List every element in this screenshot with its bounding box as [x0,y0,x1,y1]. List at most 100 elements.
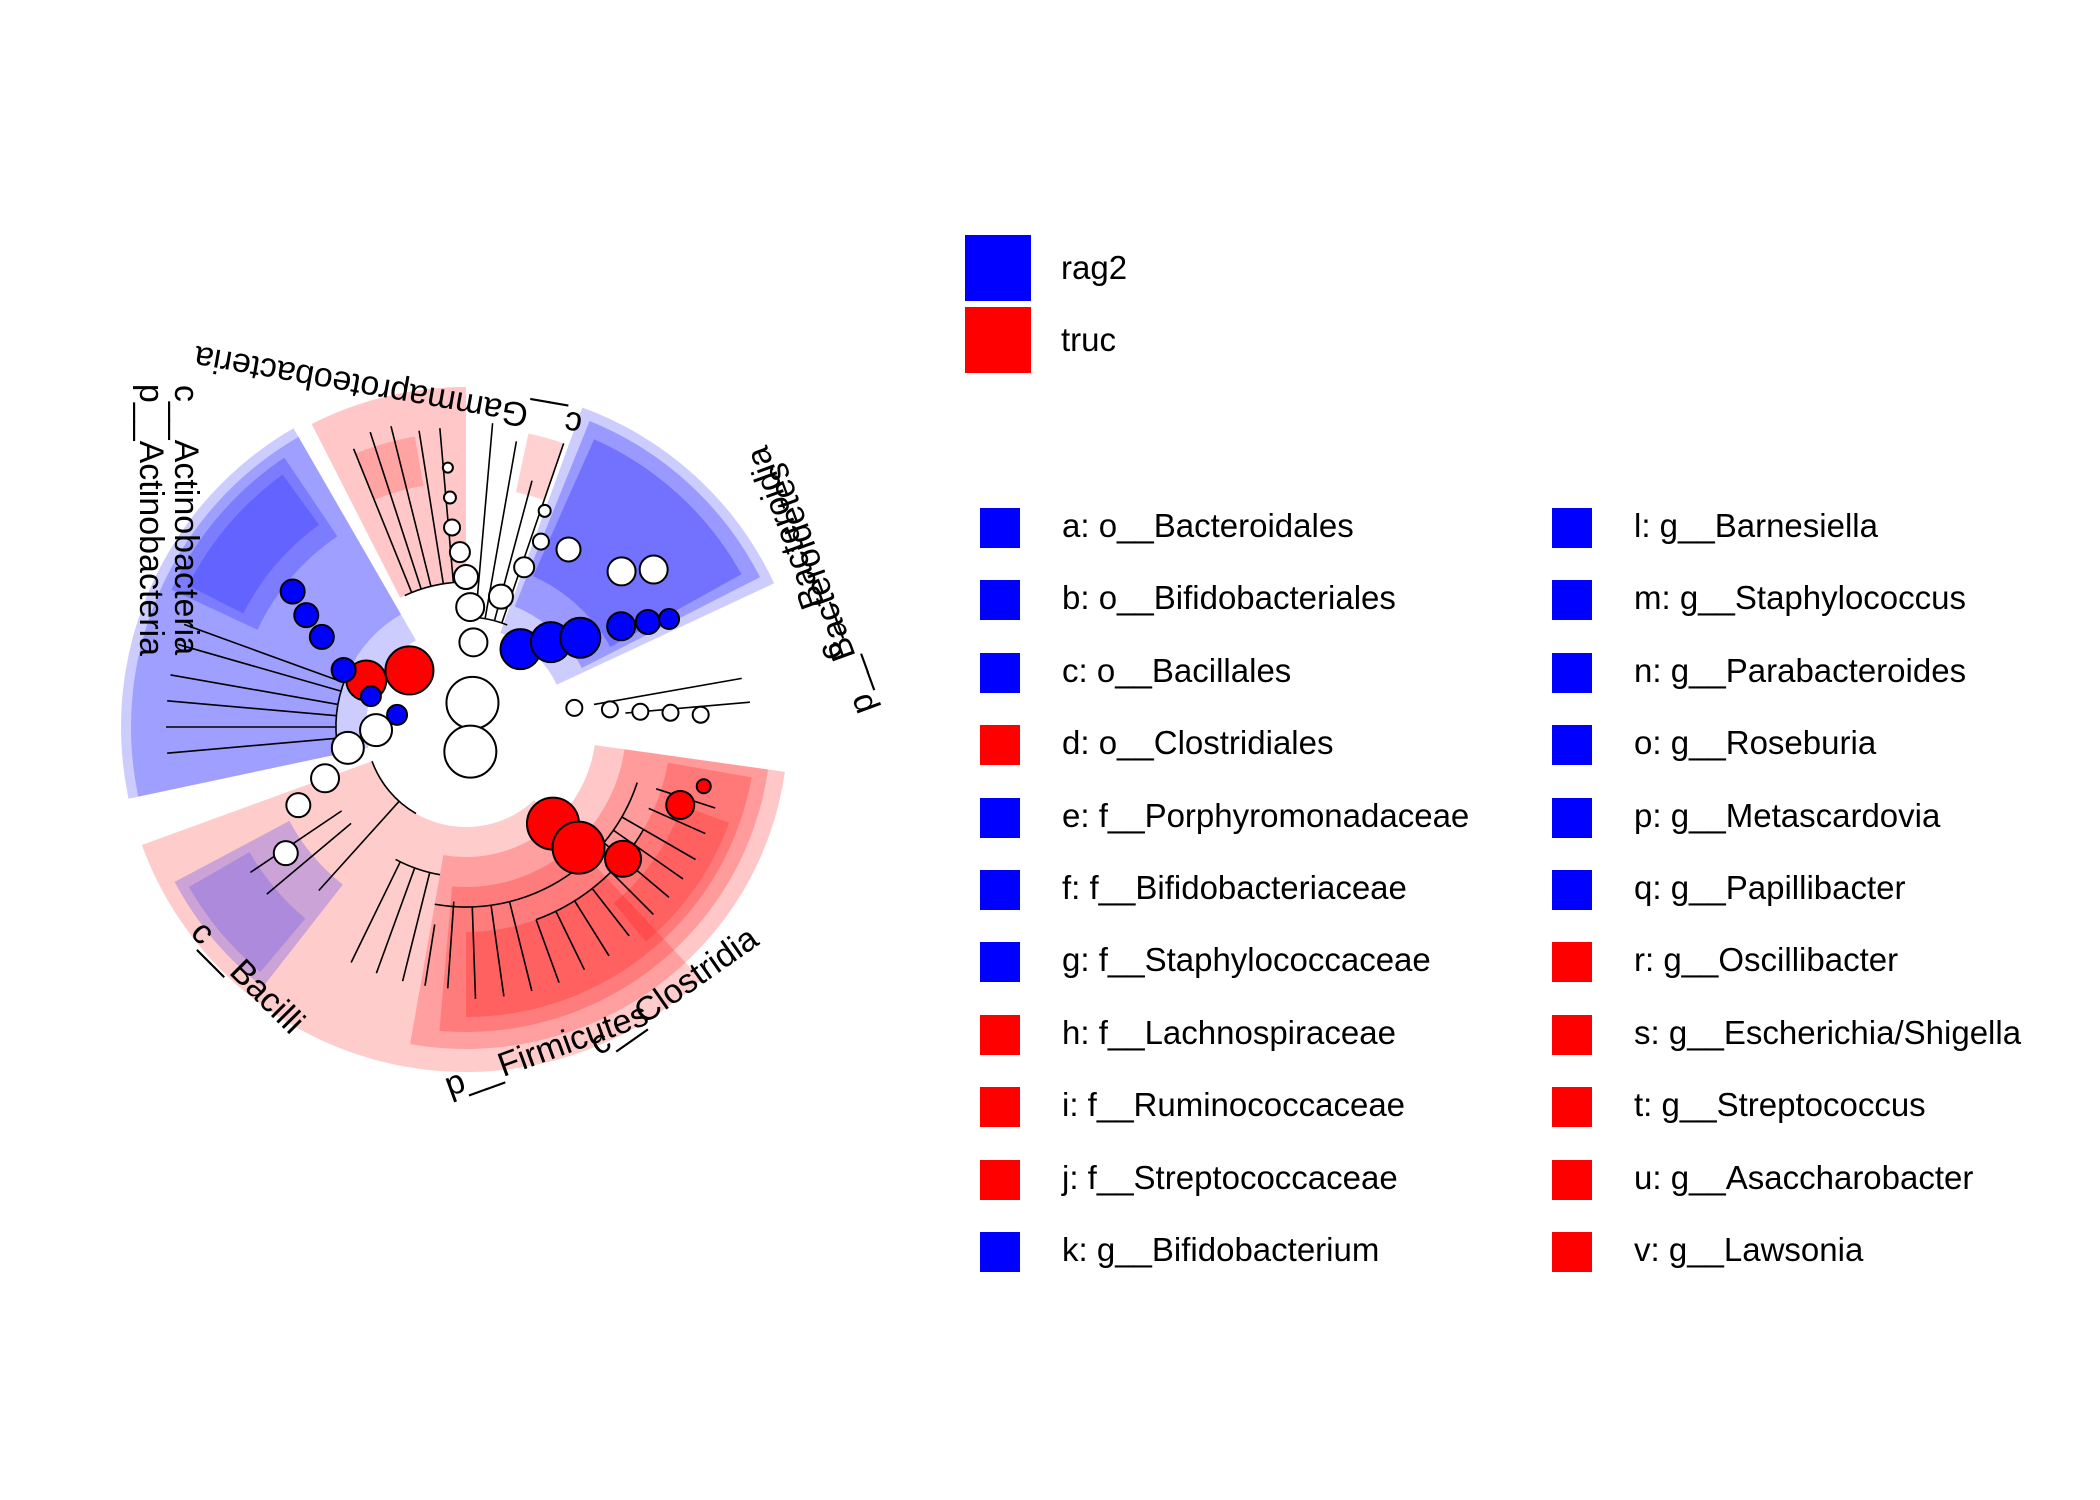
cladogram: c__Gammaproteobacteriap__Actinobacteriac… [121,338,883,1104]
clade-wedge [515,433,564,501]
key-swatch [980,797,1020,838]
key-swatch [980,652,1020,693]
key-swatch [980,1014,1020,1055]
branch [401,872,431,982]
branch [508,901,533,992]
key-label: r: g__Oscillibacter [1634,941,1899,979]
key-item-i: i: f__Ruminococcaceae [980,1084,1580,1128]
key-label: f: f__Bifidobacteriaceae [1062,869,1407,906]
key-label: g: f__Staphylococcaceae [1062,941,1431,979]
tree-node [448,541,471,564]
tree-node [665,789,696,820]
key-item-p: p: g__Metascardovia [1552,795,2100,839]
key-label: e: f__Porphyromonadaceae [1062,796,1470,834]
branch [352,448,413,593]
tree-node [634,609,661,635]
tree-node [600,700,619,719]
clade-highlight-wedges [121,387,785,1072]
tree-node [279,578,306,605]
tree-node [359,685,382,708]
branch [177,643,342,692]
branch [418,430,445,584]
clade-wedge [171,457,338,630]
branch [369,431,422,590]
clade-wedge [533,439,742,648]
tree-node [537,503,552,518]
key-label: s: g__Escherichia/Shigella [1634,1013,2022,1051]
branch [375,867,416,974]
clade-wedge [121,428,417,799]
tree-node [384,645,435,696]
key-item-a: a: o__Bacteroidales [980,505,1580,549]
tree-branches [166,423,750,999]
tree-node [359,713,394,748]
tree-node [565,698,584,717]
tree-node [330,656,357,683]
key-label: j: f__Streptococcaceae [1062,1158,1398,1196]
clade-label-c-actinobacteria: c__Actinobacteria [167,385,205,655]
key-swatch [980,1159,1020,1200]
key-item-f: f: f__Bifidobacteriaceae [980,867,1580,911]
key-swatch [1552,725,1592,766]
key-label: t: g__Streptococcus [1634,1086,1926,1124]
key-item-g: g: f__Staphylococcaceae [980,939,1580,983]
key-item-o: o: g__Roseburia [1552,722,2100,766]
clade-wedge [188,852,306,973]
key-swatch [1552,580,1592,621]
key-label: v: g__Lawsonia [1634,1231,1864,1268]
clade-label-p-actinobacteria: p__Actinobacteria [132,384,170,656]
branch [610,871,654,915]
branch [446,901,455,989]
clade-wedge [500,407,775,685]
key-item-h: h: f__Lachnospiraceae [980,1012,1580,1056]
tree-node [661,703,680,722]
tree-node [453,564,479,590]
tree-node [631,702,650,721]
key-item-t: t: g__Streptococcus [1552,1084,2100,1128]
key-item-k: k: g__Bifidobacterium [980,1229,1580,1273]
tree-node [604,839,643,878]
tree-node [272,840,299,867]
clade-wedge [131,436,401,797]
key-item-r: r: g__Oscillibacter [1552,939,2100,983]
key-swatch [980,508,1020,548]
clade-wedge [311,387,466,598]
branch [474,423,494,618]
tree-node [691,705,710,724]
clade-wedge [188,474,320,614]
branch [167,700,337,717]
clade-wedge [355,436,424,500]
branch [621,816,696,861]
key-item-u: u: g__Asaccharobacter [1552,1157,2100,1201]
tree-node [443,518,462,537]
tree-node [606,611,637,642]
class-label-truc: truc [1061,321,1117,358]
branch [648,807,706,835]
key-item-e: e: f__Porphyromonadaceae [980,795,1580,839]
branch [591,888,630,937]
branch [266,822,352,895]
key-swatch [980,870,1020,910]
key-label: k: g__Bifidobacterium [1062,1231,1380,1268]
branch [490,905,505,997]
tree-node [441,461,454,474]
key-swatch [1552,1232,1592,1272]
key-item-b: b: o__Bifidobacteriales [980,577,1580,621]
branch [350,861,401,963]
tree-node [386,703,409,726]
tree-node [445,675,500,730]
branch [250,810,343,874]
key-swatch [980,942,1020,983]
branch-arc [371,760,417,815]
key-swatch [1552,942,1592,983]
branch [183,623,345,684]
key-swatch [1552,1014,1592,1055]
tree-nodes [272,461,712,878]
tree-node [555,536,582,563]
key-item-c: c: o__Bacillales [980,650,1580,694]
key-swatch [980,725,1020,766]
key-swatch [1552,797,1592,838]
key-label: c: o__Bacillales [1062,651,1292,689]
class-label-rag2: rag2 [1061,249,1128,286]
tree-node [551,820,606,875]
